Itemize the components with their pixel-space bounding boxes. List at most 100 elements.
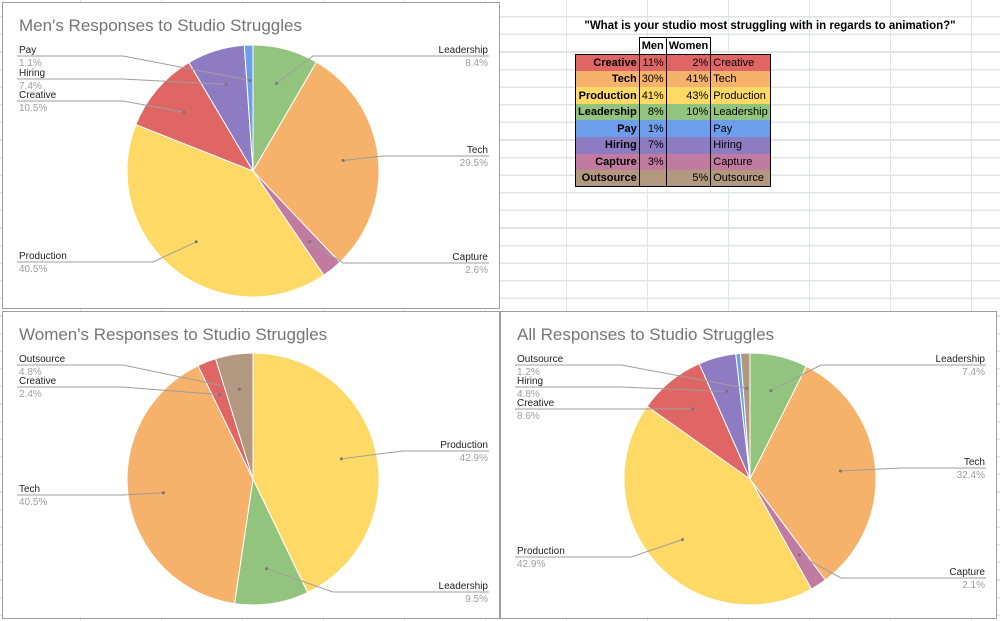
womens-chart-panel: Women's Responses to Studio Struggles Pro…: [2, 311, 500, 619]
row-category-repeat-cell[interactable]: Hiring: [710, 137, 771, 154]
pie-slice-pay[interactable]: [243, 44, 254, 172]
leader-line-pay: [17, 55, 250, 81]
row-category-cell[interactable]: Hiring: [575, 137, 640, 154]
chart-title: Women's Responses to Studio Struggles: [19, 325, 327, 344]
slice-label-leadership: Leadership: [439, 45, 489, 56]
leader-dot-production: [339, 457, 343, 461]
table-row: Capture 3% Capture: [575, 153, 771, 171]
table-row: Production 41% 43% Production: [575, 87, 771, 104]
chart-title: Men's Responses to Studio Struggles: [19, 16, 302, 35]
slice-label-capture: Capture: [949, 567, 985, 578]
row-men-cell[interactable]: 8%: [638, 103, 667, 121]
row-women-cell[interactable]: 10%: [665, 103, 711, 121]
leader-dot-production: [681, 538, 685, 542]
table-header-row: Men Women: [576, 37, 771, 55]
leader-dot-outsource: [745, 386, 749, 390]
leader-line-creative: [17, 100, 185, 113]
row-men-cell[interactable]: 3%: [638, 153, 667, 171]
slice-percent-pay: 1.1%: [19, 58, 42, 69]
row-category-cell[interactable]: Outsource: [575, 170, 640, 188]
slice-percent-hiring: 7.4%: [19, 81, 42, 92]
row-women-cell[interactable]: [665, 137, 711, 154]
slice-label-tech: Tech: [964, 457, 985, 468]
slice-percent-creative: 10.5%: [19, 103, 47, 114]
slice-percent-outsource: 1.2%: [517, 367, 540, 378]
row-men-cell[interactable]: 30%: [638, 70, 667, 88]
leader-line-tech: [343, 155, 489, 161]
slice-label-leadership: Leadership: [936, 354, 986, 365]
slice-label-capture: Capture: [452, 252, 488, 263]
leader-line-leadership: [276, 55, 489, 84]
leader-line-tech: [840, 467, 986, 472]
row-category-cell[interactable]: Pay: [575, 120, 640, 138]
slice-percent-tech: 40.5%: [19, 497, 47, 508]
slice-percent-tech: 32.4%: [957, 470, 985, 481]
row-category-cell[interactable]: Production: [575, 87, 640, 104]
row-category-repeat-cell[interactable]: Production: [710, 87, 771, 104]
row-category-repeat-cell[interactable]: Leadership: [710, 103, 771, 121]
leader-dot-pay: [248, 78, 252, 82]
pie-slice-production[interactable]: [252, 352, 380, 594]
row-category-repeat-cell[interactable]: Outsource: [710, 170, 771, 188]
slice-percent-tech: 29.5%: [460, 158, 488, 169]
row-men-cell[interactable]: 11%: [638, 53, 667, 71]
header-blank-cell: [711, 38, 770, 55]
leader-line-outsource: [515, 364, 747, 389]
pie-slice-outsource[interactable]: [214, 352, 254, 480]
leader-dot-tech: [838, 469, 842, 473]
row-women-cell[interactable]: 41%: [665, 70, 711, 88]
slice-percent-creative: 8.6%: [517, 411, 540, 422]
pie-slice-outsource[interactable]: [739, 352, 751, 480]
row-category-cell[interactable]: Creative: [575, 53, 640, 71]
table-title: "What is your studio most struggling wit…: [584, 20, 956, 32]
slice-label-outsource: Outsource: [517, 354, 564, 365]
row-women-cell[interactable]: 5%: [665, 170, 711, 188]
table-row: Pay 1% Pay: [575, 120, 771, 138]
row-women-cell[interactable]: 2%: [665, 53, 711, 71]
row-men-cell[interactable]: 41%: [638, 87, 667, 104]
slice-label-tech: Tech: [467, 145, 488, 156]
slice-percent-production: 42.9%: [517, 559, 545, 570]
row-men-cell[interactable]: [638, 170, 667, 188]
row-men-cell[interactable]: 1%: [638, 120, 667, 138]
pie-slice-tech[interactable]: [126, 364, 254, 605]
row-category-repeat-cell[interactable]: Tech: [710, 70, 771, 88]
pie-slice-creative[interactable]: [135, 61, 255, 173]
leader-line-production: [17, 241, 197, 263]
pie-slice-production[interactable]: [623, 405, 813, 606]
row-category-cell[interactable]: Leadership: [575, 103, 640, 121]
pie-slice-leadership[interactable]: [233, 477, 309, 606]
leader-dot-creative: [691, 407, 695, 411]
row-men-cell[interactable]: 7%: [638, 137, 667, 154]
header-men[interactable]: Men: [638, 37, 667, 55]
row-category-repeat-cell[interactable]: Pay: [710, 120, 771, 138]
leader-dot-outsource: [237, 387, 241, 391]
row-women-cell[interactable]: [665, 120, 711, 138]
slice-label-production: Production: [517, 546, 565, 557]
header-women[interactable]: Women: [665, 37, 712, 55]
leader-line-leadership: [770, 364, 986, 392]
slice-percent-leadership: 8.4%: [465, 58, 488, 69]
row-category-cell[interactable]: Tech: [575, 70, 640, 88]
slice-label-creative: Creative: [517, 398, 555, 409]
leader-dot-creative: [182, 110, 186, 114]
leader-dot-leadership: [275, 81, 279, 85]
row-women-cell[interactable]: [665, 153, 711, 171]
pie-slice-tech[interactable]: [749, 365, 877, 581]
leader-dot-capture: [797, 553, 801, 557]
row-category-cell[interactable]: Capture: [575, 153, 640, 171]
leader-line-creative: [17, 386, 220, 396]
table-row: Outsource 5% Outsource: [575, 170, 771, 188]
pie-slice-production[interactable]: [126, 123, 325, 298]
slice-label-creative: Creative: [19, 90, 57, 101]
row-women-cell[interactable]: 43%: [665, 87, 711, 104]
slice-percent-production: 40.5%: [19, 264, 47, 275]
leader-line-leadership: [266, 568, 489, 593]
row-category-repeat-cell[interactable]: Capture: [710, 153, 771, 171]
row-category-repeat-cell[interactable]: Creative: [710, 53, 771, 71]
leader-line-hiring: [515, 386, 727, 392]
slice-label-creative: Creative: [19, 376, 57, 387]
table-row: Hiring 7% Hiring: [575, 137, 771, 154]
leader-dot-leadership: [769, 389, 773, 393]
leader-dot-production: [194, 240, 198, 244]
